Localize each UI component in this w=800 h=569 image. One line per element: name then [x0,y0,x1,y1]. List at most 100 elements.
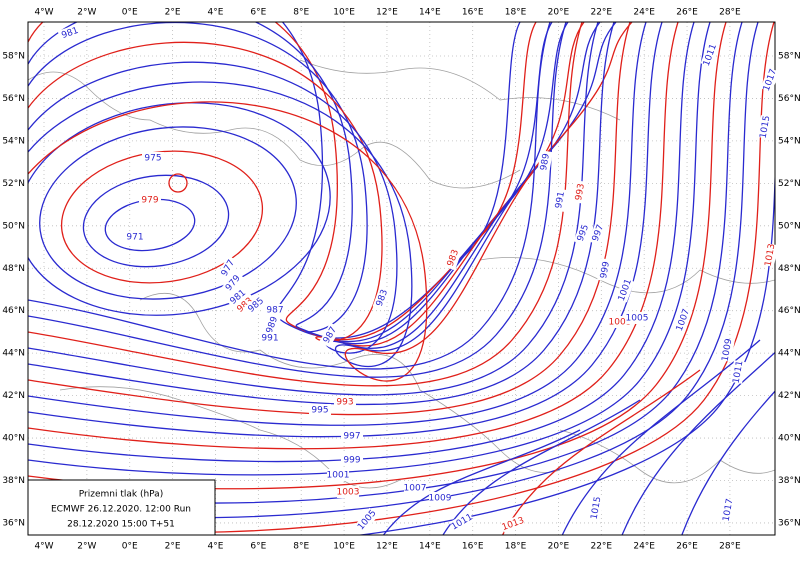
lat-label: 56°N [778,94,800,104]
isobar-label: 975 [144,154,161,164]
lon-label: 10°E [333,542,355,552]
isobar [28,22,615,406]
lon-label: 26°E [676,542,698,552]
isobar [28,22,759,519]
isobar-label: 1011 [732,360,746,384]
lon-label: 4°W [34,8,53,18]
lat-label: 54°N [778,136,800,146]
isobar-label-bg [334,396,356,408]
lon-label: 8°E [293,542,309,552]
isobar-label: 997 [343,432,360,442]
isobar-label-bg [719,338,735,362]
isobar-label-bg [221,270,245,296]
lat-label: 38°N [778,476,800,486]
lat-label: 48°N [2,264,25,274]
lon-label: 22°E [590,542,612,552]
isobar-label: 989 [539,152,552,171]
isobar-label-bg [355,507,379,533]
legend-line: 28.12.2020 15:00 T+51 [67,520,175,530]
isobar [28,22,647,426]
isobar-label: 971 [126,233,143,243]
isobar-label-bg [760,67,780,93]
isobar-label-bg [341,430,363,442]
lon-label: 20°E [548,542,570,552]
lon-label: 2°E [165,8,181,18]
isobar-label-bg [757,115,773,139]
isobar-label: 1003 [609,318,632,328]
isobar-label: 1013 [764,243,778,267]
isobar [501,369,701,535]
isobar-label: 993 [574,183,587,202]
isobar-label-bg [500,514,526,534]
lon-label: 0°E [122,542,138,552]
isobar-label-bg [262,312,282,338]
isobar [28,22,743,504]
isobar-label: 999 [343,456,360,466]
isobar-label-bg [449,511,475,533]
lat-label: 56°N [2,94,25,104]
isobar-label-bg [404,482,426,494]
coastlines [28,59,775,489]
lon-label: 14°E [419,542,441,552]
lon-label: 26°E [676,8,698,18]
lon-label: 16°E [462,542,484,552]
isobar-label: 1003 [337,488,360,498]
isobars [28,22,775,535]
lon-label: 2°W [77,8,96,18]
isobar [28,22,537,341]
isobar [39,126,297,300]
isobar-label: 1009 [721,338,735,363]
isobar [28,22,553,343]
lon-label: 10°E [333,8,355,18]
lon-label: 4°E [208,8,224,18]
isobar [28,22,695,463]
lon-label: 18°E [505,8,527,18]
coastline [479,257,775,294]
isobar [442,399,641,535]
lon-label: 2°E [165,542,181,552]
isobar-label: 987 [266,306,283,316]
coastline [559,429,775,484]
lon-label: 22°E [590,8,612,18]
isobar [28,102,331,316]
lat-label: 52°N [2,179,25,189]
legend: Prizemni tlak (hPa) ECMWF 26.12.2020. 12… [27,479,216,536]
lat-label: 36°N [778,518,800,528]
lon-label: 14°E [419,8,441,18]
isobar-label: 1009 [429,494,452,504]
isobar-label-bg [341,454,363,466]
isobar-label-bg [572,180,588,204]
isobar-label: 999 [599,260,612,279]
lon-label: 18°E [505,542,527,552]
lon-label: 0°E [122,8,138,18]
isobar-label-bg [552,188,568,212]
isobar-label-bg [142,152,164,164]
lon-label: 28°E [719,8,741,18]
isobar-label-bg [700,42,720,68]
legend-line: ECMWF 26.12.2020. 12:00 Run [51,505,191,515]
isobar [681,390,775,535]
lat-label: 42°N [778,391,800,401]
lat-label: 40°N [2,434,25,444]
isobar-label: 1007 [404,484,427,494]
isobar-label-bg [573,220,593,246]
map-frame [27,21,776,536]
lat-label: 36°N [2,518,25,528]
isobar [28,22,663,438]
isobar [28,22,617,368]
lon-label: 24°E [633,542,655,552]
isobar-label-bg [217,255,239,281]
isobar-label: 1005 [626,314,649,324]
lon-label: 6°E [250,542,266,552]
isobar-label: 995 [311,406,328,416]
isobar-label-bg [720,498,736,522]
isobar-label: 993 [336,398,353,408]
lon-label: 2°W [77,542,96,552]
isobar-label: 1015 [759,115,773,139]
isobar-label-bg [57,23,83,43]
isobar [561,339,761,535]
lat-label: 52°N [778,179,800,189]
lat-label: 46°N [2,306,25,316]
labels: 4°W 4°W 2°W 2°W 0°E 0°E 2°E 2°E 4°E 4°E 6°E 6°E 8°E 8… [2,8,800,552]
isobar-label-bg [762,243,778,267]
